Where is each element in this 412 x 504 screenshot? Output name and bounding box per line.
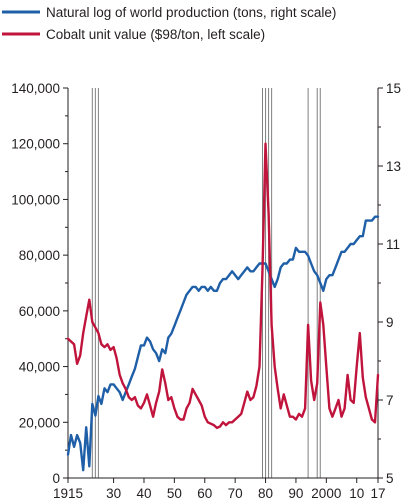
x-tick-label: 17: [370, 486, 385, 501]
y-right-tick-label: 13: [386, 159, 401, 174]
y-left-tick-label: 60,000: [19, 304, 60, 319]
y-left-tick-label: 120,000: [11, 137, 60, 152]
y-left-tick-label: 0: [52, 471, 60, 486]
y-right-tick-label: 9: [386, 315, 394, 330]
y-left-tick-label: 140,000: [11, 81, 60, 96]
x-tick-label: 60: [197, 486, 212, 501]
y-left-tick-label: 100,000: [11, 192, 60, 207]
x-tick-label: 2000: [311, 486, 341, 501]
y-right-tick-label: 15: [386, 81, 401, 96]
x-tick-label: 1915: [53, 486, 83, 501]
legend-label-log-production: Natural log of world production (tons, r…: [46, 5, 336, 20]
x-tick-label: 70: [228, 486, 243, 501]
y-left-tick-label: 40,000: [19, 360, 60, 375]
y-right-tick-label: 7: [386, 393, 394, 408]
series-layer: [66, 142, 380, 472]
x-tick-label: 90: [288, 486, 303, 501]
y-left-tick-label: 20,000: [19, 415, 60, 430]
legend-label-unit-value: Cobalt unit value ($98/ton, left scale): [46, 27, 265, 42]
x-tick-label: 10: [349, 486, 364, 501]
y-left-tick-label: 80,000: [19, 248, 60, 263]
x-tick-label: 30: [106, 486, 121, 501]
x-tick-label: 50: [167, 486, 182, 501]
series-line-log-production: [66, 215, 380, 472]
y-right-tick-label: 5: [386, 471, 394, 486]
x-tick-label: 40: [136, 486, 151, 501]
axes: 0 20,000 40,000 60,000 80,000 100,000 120,000 1…: [11, 81, 401, 501]
x-tick-label: 80: [258, 486, 273, 501]
series-line-unit-value: [66, 142, 380, 430]
y-right-tick-label: 11: [386, 237, 400, 252]
legend: Natural log of world production (tons, r…: [2, 5, 336, 42]
